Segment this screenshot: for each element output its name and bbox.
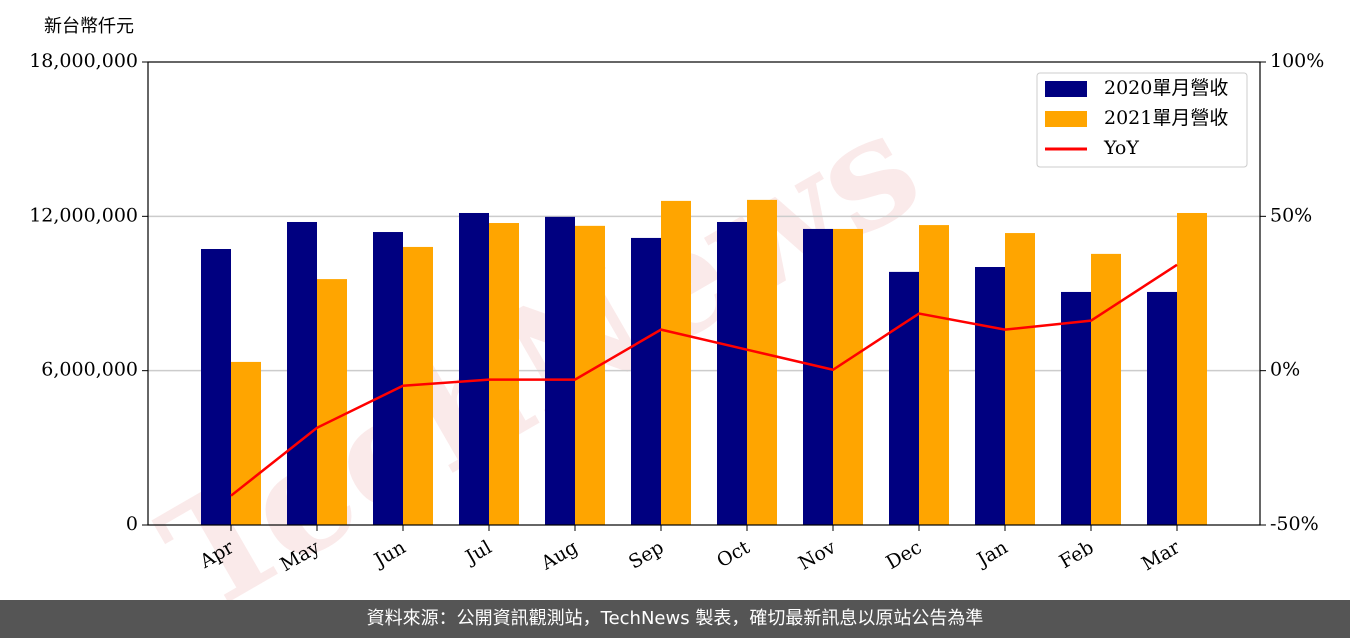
- bar: [833, 228, 863, 525]
- bar: [373, 232, 403, 525]
- bar: [231, 361, 261, 525]
- bar: [1061, 291, 1091, 525]
- x-tick-label: Dec: [882, 536, 925, 574]
- x-tick-label: Oct: [713, 536, 754, 572]
- plot-frame: [147, 61, 1261, 526]
- y2-tick-label: 100%: [1270, 50, 1324, 72]
- bar: [889, 271, 919, 525]
- bar: [919, 225, 949, 525]
- bar: [201, 249, 231, 525]
- x-tick-label: Aug: [537, 536, 582, 575]
- bar: [661, 200, 691, 525]
- bar: [1005, 233, 1035, 525]
- x-tick-label: Jan: [972, 536, 1012, 572]
- x-tick-label: Jul: [460, 536, 495, 569]
- bar: [975, 267, 1005, 525]
- bar: [631, 237, 661, 525]
- y-axis-label: 新台幣仟元: [44, 16, 134, 37]
- bar: [1091, 253, 1121, 526]
- bar: [747, 199, 777, 526]
- x-tick-label: Mar: [1138, 536, 1184, 575]
- bar: [1147, 291, 1177, 525]
- legend-box: [1036, 72, 1248, 168]
- bar: [1177, 212, 1207, 525]
- bar: [489, 223, 519, 525]
- bar: [317, 279, 347, 525]
- bar: [287, 221, 317, 525]
- footer: 資料來源：公開資訊觀測站，TechNews 製表，確切最新訊息以原站公告為準: [0, 600, 1350, 638]
- bar: [717, 221, 747, 525]
- y-tick-label: 6,000,000: [41, 359, 138, 381]
- bar: [545, 216, 575, 525]
- yoy-line: [230, 263, 1178, 497]
- y-tick-label: 0: [126, 513, 138, 535]
- legend-swatch: [1045, 81, 1087, 97]
- x-tick-label: Nov: [795, 536, 840, 575]
- legend-label: 2020單月營收: [1104, 77, 1228, 99]
- y2-tick-label: 0%: [1270, 359, 1300, 381]
- y-tick-label: 18,000,000: [29, 50, 138, 72]
- legend-swatch: [1045, 111, 1087, 127]
- y2-tick-label: 50%: [1270, 204, 1312, 226]
- legend-label: YoY: [1103, 137, 1139, 159]
- y-tick-label: 12,000,000: [29, 204, 138, 226]
- x-tick-label: Feb: [1056, 536, 1098, 573]
- bar: [803, 228, 833, 525]
- bar: [459, 212, 489, 525]
- chart: TechNews 新台幣仟元 06,000,00012,000,00018,00…: [29, 16, 1324, 638]
- bar: [575, 225, 605, 525]
- legend-label: 2021單月營收: [1104, 107, 1228, 129]
- x-tick-label: Sep: [625, 536, 668, 573]
- y2-tick-label: -50%: [1270, 513, 1319, 535]
